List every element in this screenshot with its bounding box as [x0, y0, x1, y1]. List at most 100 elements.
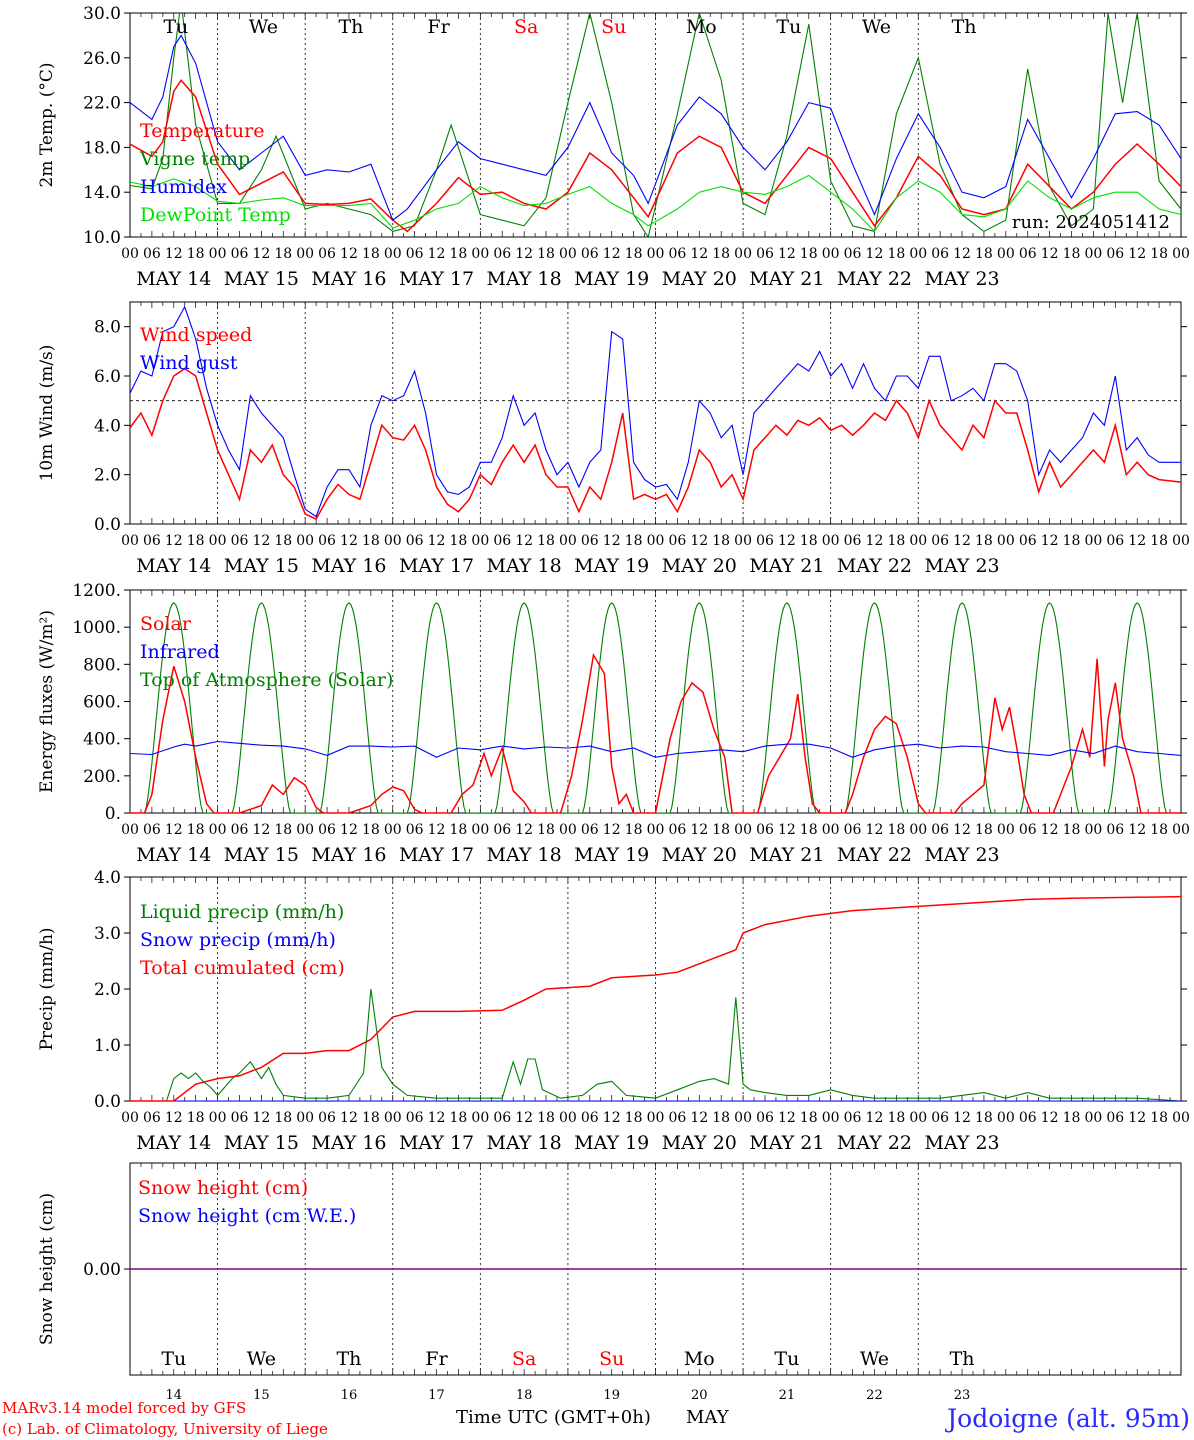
- y-tick-label: 3.0: [94, 924, 121, 944]
- hour-tick-label: 12: [866, 246, 884, 262]
- hour-tick-label: 12: [428, 822, 446, 838]
- hour-tick-label: 18: [450, 533, 468, 549]
- hour-tick-label: 06: [493, 1110, 511, 1126]
- hour-tick-label: 12: [778, 1110, 796, 1126]
- weekday-label: We: [249, 16, 278, 38]
- hour-tick-label: 06: [1019, 533, 1037, 549]
- date-label: MAY 17: [399, 268, 474, 290]
- hour-tick-label: 06: [581, 1110, 599, 1126]
- hour-tick-label: 12: [1128, 533, 1146, 549]
- hour-tick-label: 06: [756, 822, 774, 838]
- legend-entry-dewpoint-temp: DewPoint Temp: [140, 204, 291, 226]
- hour-tick-label: 00: [997, 822, 1015, 838]
- legend-entry-snow-precip-mm-h-: Snow precip (mm/h): [140, 929, 336, 951]
- day-number-label: 17: [428, 1388, 445, 1403]
- run-label: run: 2024051412: [1012, 212, 1170, 233]
- hour-tick-label: 06: [406, 1110, 424, 1126]
- y-tick-label: 1200.: [72, 581, 121, 601]
- hour-tick-label: 18: [887, 533, 905, 549]
- hour-tick-label: 06: [318, 822, 336, 838]
- hour-tick-label: 18: [537, 822, 555, 838]
- hour-tick-label: 00: [384, 1110, 402, 1126]
- y-tick-label: 2.0: [94, 980, 121, 1000]
- hour-tick-label: 00: [822, 246, 840, 262]
- chart-panel-3: 0. 200. 400. 600. 800. 1000. 1200. Energy fluxe…: [37, 581, 1190, 866]
- date-label: MAY 19: [574, 1132, 649, 1154]
- series-line-solar: [130, 652, 1181, 813]
- weekday-label: Th: [336, 1348, 361, 1370]
- day-number-label: 23: [954, 1388, 971, 1403]
- hour-tick-label: 00: [559, 822, 577, 838]
- date-label: MAY 15: [224, 268, 299, 290]
- hour-tick-label: 00: [384, 246, 402, 262]
- hour-tick-label: 00: [121, 822, 139, 838]
- hour-tick-label: 06: [581, 246, 599, 262]
- hour-tick-label: 00: [559, 1110, 577, 1126]
- date-label: MAY 19: [574, 555, 649, 577]
- hour-tick-label: 06: [493, 533, 511, 549]
- hour-tick-label: 00: [559, 533, 577, 549]
- hour-tick-label: 12: [866, 533, 884, 549]
- day-number-label: 22: [866, 1388, 883, 1403]
- hour-tick-label: 06: [231, 822, 249, 838]
- hour-tick-label: 00: [121, 1110, 139, 1126]
- hour-tick-label: 12: [252, 1110, 270, 1126]
- y-tick-label: 2.0: [94, 466, 121, 486]
- date-label: MAY 21: [749, 844, 824, 866]
- date-label: MAY 15: [224, 1132, 299, 1154]
- hour-tick-label: 00: [997, 246, 1015, 262]
- hour-tick-label: 18: [712, 822, 730, 838]
- hour-tick-label: 06: [1106, 822, 1124, 838]
- date-label: MAY 15: [224, 844, 299, 866]
- day-number-label: 16: [341, 1388, 358, 1403]
- hour-tick-label: 00: [384, 822, 402, 838]
- hour-tick-label: 06: [931, 1110, 949, 1126]
- hour-tick-label: 06: [318, 1110, 336, 1126]
- hour-tick-label: 18: [537, 533, 555, 549]
- hour-tick-label: 00: [209, 1110, 227, 1126]
- hour-tick-label: 06: [143, 1110, 161, 1126]
- hour-tick-label: 00: [384, 533, 402, 549]
- legend-entry-wind-gust: Wind gust: [140, 352, 238, 374]
- hour-tick-label: 06: [581, 533, 599, 549]
- hour-tick-label: 12: [428, 533, 446, 549]
- hour-tick-label: 12: [953, 246, 971, 262]
- legend-entry-snow-height-cm-w-e-: Snow height (cm W.E.): [138, 1205, 356, 1227]
- hour-tick-label: 06: [668, 533, 686, 549]
- hour-tick-label: 12: [778, 246, 796, 262]
- y-axis-label: Snow height (cm): [37, 1193, 57, 1345]
- hour-tick-label: 18: [625, 533, 643, 549]
- hour-tick-label: 06: [1106, 533, 1124, 549]
- weekday-label: Sa: [512, 1348, 536, 1370]
- hour-tick-label: 00: [647, 822, 665, 838]
- y-tick-label: 0.00: [83, 1260, 121, 1280]
- hour-tick-label: 12: [252, 246, 270, 262]
- hour-tick-label: 12: [515, 1110, 533, 1126]
- hour-tick-label: 18: [450, 822, 468, 838]
- hour-tick-label: 06: [1106, 246, 1124, 262]
- series-line-wind-gust: [130, 305, 1181, 518]
- hour-tick-label: 00: [1085, 246, 1103, 262]
- hour-tick-label: 00: [296, 822, 314, 838]
- date-label: MAY 20: [662, 268, 737, 290]
- credits-line-1: MARv3.14 model forced by GFS: [2, 1399, 246, 1417]
- hour-tick-label: 06: [931, 533, 949, 549]
- hour-tick-label: 06: [844, 246, 862, 262]
- hour-tick-label: 00: [296, 533, 314, 549]
- hour-tick-label: 00: [822, 1110, 840, 1126]
- hour-tick-label: 12: [953, 822, 971, 838]
- hour-tick-label: 00: [734, 822, 752, 838]
- date-label: MAY 22: [837, 555, 912, 577]
- series-line-wind-speed: [130, 367, 1181, 521]
- hour-tick-label: 00: [1172, 533, 1190, 549]
- hour-tick-label: 18: [625, 822, 643, 838]
- hour-tick-label: 12: [1041, 1110, 1059, 1126]
- hour-tick-label: 00: [647, 1110, 665, 1126]
- hour-tick-label: 06: [1106, 1110, 1124, 1126]
- hour-tick-label: 00: [1085, 822, 1103, 838]
- chart-panel-2: 0.0 2.0 4.0 6.0 8.0 10m Wind (m/s) Wind speed W…: [37, 301, 1190, 577]
- hour-tick-label: 00: [296, 246, 314, 262]
- hour-tick-label: 00: [209, 246, 227, 262]
- hour-tick-label: 12: [690, 1110, 708, 1126]
